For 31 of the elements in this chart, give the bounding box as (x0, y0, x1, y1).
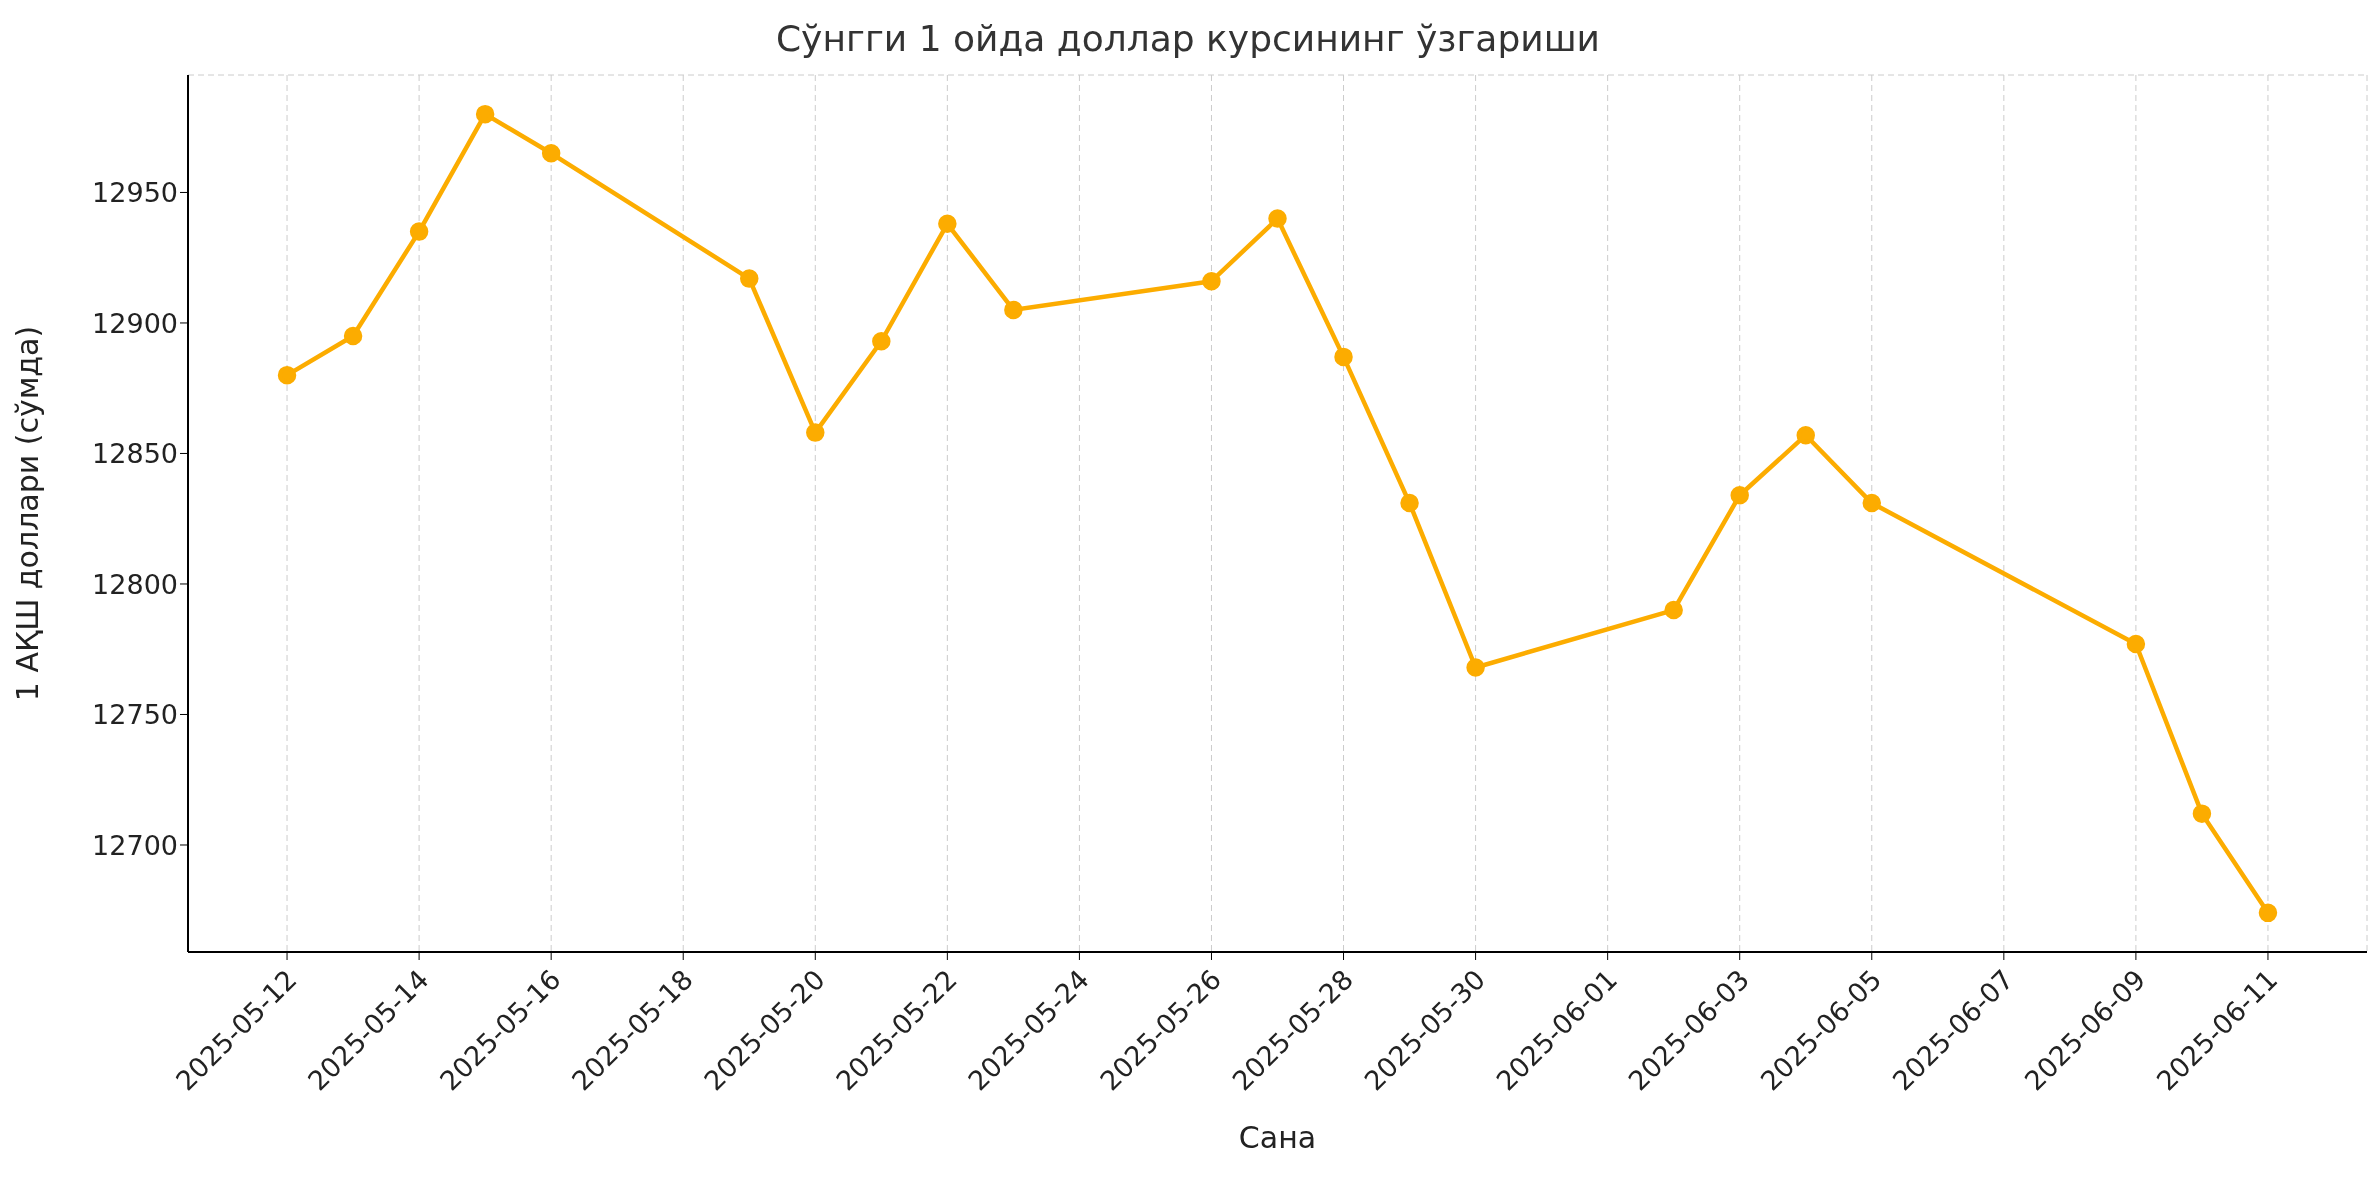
point (2192, 804, 2212, 823)
point (1664, 600, 1683, 620)
point (1334, 347, 1353, 367)
y-tick-label: 12800 (92, 568, 178, 600)
point (938, 214, 957, 234)
point (1202, 271, 1221, 291)
x-axis-title: Сана (1237, 1120, 1318, 1155)
point (1730, 485, 1749, 505)
point (2126, 634, 2146, 654)
chart-title: Сўнгги 1 ойда доллар курсининг ўзгариши (775, 18, 1601, 59)
y-axis-title: 1 АҚШ доллари (сўмда) (10, 325, 46, 702)
y-tick-label: 12900 (92, 307, 178, 339)
y-tick-label: 12950 (92, 177, 178, 209)
point (1004, 300, 1023, 320)
point (1466, 658, 1485, 677)
point (1268, 209, 1287, 228)
point (475, 104, 495, 124)
y-tick-label: 12750 (92, 699, 178, 731)
point (541, 144, 561, 163)
y-tick-label: 12700 (92, 829, 178, 861)
point (2258, 903, 2278, 923)
point (1796, 425, 1815, 445)
y-tick-label: 12850 (92, 438, 178, 470)
point (1400, 493, 1419, 513)
point (806, 423, 825, 442)
point (872, 331, 891, 351)
point (409, 222, 429, 241)
point (277, 365, 297, 385)
point (1862, 493, 1882, 513)
point (740, 269, 759, 288)
point (343, 326, 363, 346)
